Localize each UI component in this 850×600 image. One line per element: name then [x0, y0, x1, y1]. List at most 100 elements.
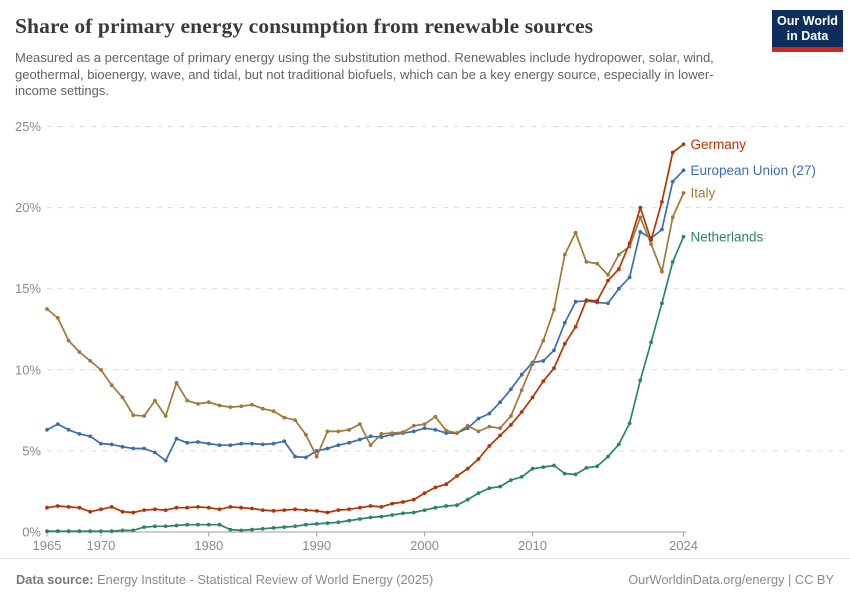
- data-point: [174, 380, 179, 385]
- data-point: [153, 450, 157, 455]
- data-point: [66, 427, 71, 432]
- data-point: [519, 388, 524, 392]
- data-point: [45, 307, 49, 311]
- series-label-germany: Germany: [691, 137, 747, 152]
- series-italy[interactable]: Italy: [45, 186, 716, 459]
- data-point: [120, 444, 125, 449]
- data-point: [681, 191, 686, 195]
- owid-logo[interactable]: Our World in Data: [772, 10, 843, 52]
- data-point: [45, 505, 49, 510]
- data-point: [498, 433, 502, 438]
- data-point: [250, 402, 254, 407]
- data-point: [120, 509, 125, 514]
- data-point: [314, 454, 319, 459]
- series-european-union-27[interactable]: European Union (27): [45, 163, 816, 463]
- data-point: [541, 338, 546, 343]
- data-point: [552, 463, 556, 468]
- data-point: [66, 338, 71, 343]
- data-point: [584, 298, 589, 302]
- data-point: [185, 398, 190, 403]
- data-point: [649, 340, 653, 345]
- data-point: [271, 441, 276, 446]
- data-point: [88, 529, 93, 534]
- data-point: [77, 350, 82, 354]
- data-point: [325, 446, 330, 451]
- series-netherlands[interactable]: Netherlands: [45, 229, 764, 534]
- data-point: [163, 458, 168, 463]
- data-point: [206, 522, 211, 527]
- data-point: [196, 440, 200, 444]
- series-line-germany: [46, 143, 685, 514]
- chart-canvas[interactable]: 0% 5% 10% 15% 20% 25% 1965 1970 1980 1990 2000 2010…: [0, 0, 850, 560]
- data-point: [509, 478, 513, 482]
- data-point: [217, 403, 222, 408]
- data-point: [379, 435, 384, 439]
- data-point: [487, 486, 492, 491]
- data-point: [422, 508, 427, 512]
- data-point: [293, 507, 297, 512]
- data-point: [638, 378, 643, 383]
- data-point: [638, 215, 643, 220]
- data-point: [368, 434, 373, 439]
- data-point: [304, 455, 308, 460]
- data-point: [379, 432, 384, 436]
- data-point: [131, 413, 136, 418]
- page-title: Share of primary energy consumption from…: [15, 14, 594, 38]
- data-point: [606, 273, 610, 277]
- data-point: [379, 505, 384, 509]
- data-point: [616, 252, 621, 257]
- data-point: [616, 267, 621, 272]
- x-axis-tick-label: 1990: [302, 538, 331, 553]
- data-point: [616, 286, 621, 291]
- data-point: [670, 215, 675, 220]
- y-axis-tick-label: 5%: [22, 443, 41, 458]
- data-point: [153, 507, 157, 512]
- data-point: [250, 441, 254, 446]
- data-point: [271, 509, 276, 513]
- data-point: [185, 505, 190, 510]
- data-point: [228, 443, 233, 448]
- y-axis-tick-label: 25%: [15, 119, 41, 134]
- data-point: [530, 362, 535, 366]
- data-point: [638, 205, 643, 210]
- data-point: [66, 505, 71, 509]
- data-point: [174, 505, 179, 510]
- data-point: [142, 508, 147, 512]
- data-point: [336, 508, 341, 512]
- data-point: [239, 505, 244, 510]
- data-point: [562, 320, 567, 325]
- data-point: [174, 436, 179, 441]
- y-axis-tick-label: 0%: [22, 525, 41, 540]
- data-point: [120, 528, 125, 533]
- x-axis: 1965 1970 1980 1990 2000 2010 2024: [33, 531, 698, 553]
- data-point: [519, 475, 524, 479]
- data-point: [465, 466, 470, 471]
- data-point: [562, 341, 567, 346]
- chart-subtitle: Measured as a percentage of primary ener…: [15, 50, 714, 98]
- data-point: [519, 410, 524, 414]
- data-point: [476, 416, 481, 421]
- data-point: [606, 454, 610, 459]
- data-point: [660, 301, 664, 306]
- data-point: [163, 508, 168, 512]
- data-point: [487, 424, 492, 429]
- data-point: [282, 508, 287, 512]
- data-point: [390, 513, 395, 517]
- owid-link[interactable]: OurWorldinData.org/energy | CC BY: [628, 572, 834, 587]
- data-point: [314, 509, 319, 513]
- data-point: [314, 522, 319, 526]
- data-point: [573, 230, 578, 235]
- data-point: [390, 431, 395, 435]
- data-point: [174, 523, 179, 528]
- data-point: [99, 529, 103, 534]
- data-point: [627, 241, 632, 246]
- series-germany[interactable]: Germany: [45, 137, 746, 515]
- data-point: [509, 414, 513, 418]
- data-point: [401, 511, 405, 516]
- data-point: [239, 404, 244, 409]
- data-point: [325, 429, 330, 434]
- x-axis-tick-label: 2024: [669, 538, 698, 553]
- data-point: [595, 464, 600, 469]
- data-point: [368, 443, 373, 448]
